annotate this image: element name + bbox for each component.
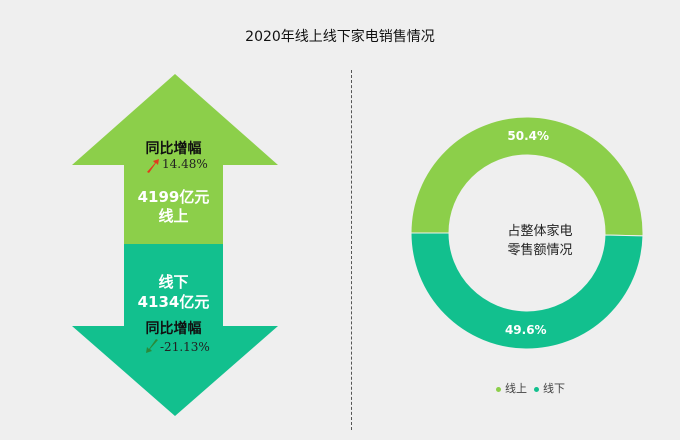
- offline-growth-label: 同比增幅: [145, 321, 202, 337]
- donut-value-label-offline: 49.6%: [505, 323, 547, 337]
- comparison-arrows: [72, 74, 278, 416]
- legend-offline: 线下: [534, 380, 565, 396]
- chart-title: 2020年线上线下家电销售情况: [245, 29, 435, 45]
- divider: [351, 70, 352, 430]
- donut-center-line1: 占整体家电: [507, 224, 573, 239]
- online-label: 线上: [158, 207, 189, 225]
- legend-online-label: 线上: [505, 382, 527, 395]
- legend-online-swatch: [496, 386, 501, 392]
- legend-offline-label: 线下: [543, 382, 565, 395]
- online-growth-value: 14.48%: [162, 157, 208, 171]
- offline-amount: 4134亿元: [137, 293, 210, 311]
- down-arrow-icon: [146, 339, 158, 353]
- legend-online: 线上: [496, 380, 527, 396]
- up-arrow-icon: [147, 159, 159, 173]
- online-growth-label: 同比增幅: [145, 141, 202, 157]
- legend-offline-swatch: [534, 386, 539, 392]
- offline-label: 线下: [158, 273, 189, 291]
- donut-slice-offline: [410, 232, 644, 350]
- offline-down-arrow: [72, 244, 278, 416]
- offline-growth-value: -21.13%: [160, 340, 210, 354]
- online-up-arrow: [72, 74, 278, 244]
- donut-slice-online: [410, 116, 644, 237]
- online-amount: 4199亿元: [137, 188, 210, 206]
- donut-center-line2: 零售额情况: [507, 243, 573, 258]
- donut-value-label-online: 50.4%: [507, 129, 549, 143]
